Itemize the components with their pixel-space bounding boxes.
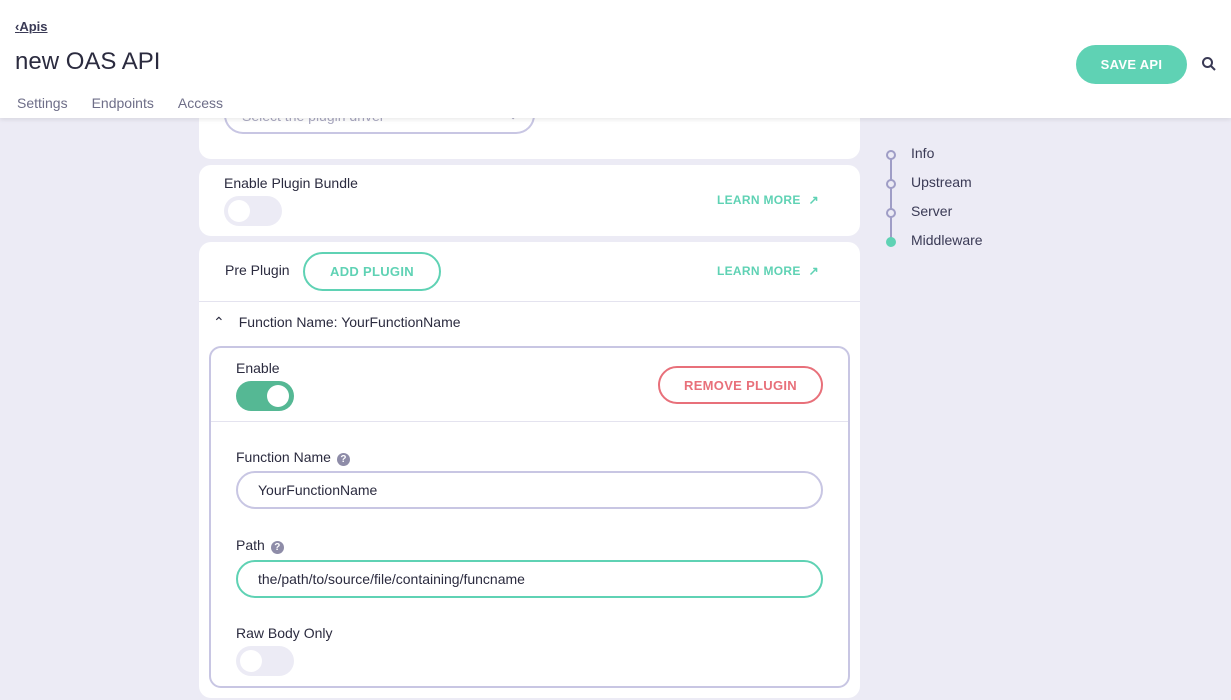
- nav-label: Info: [911, 145, 935, 161]
- path-label: Path?: [236, 537, 284, 554]
- pre-plugin-card: Pre Plugin ADD PLUGIN LEARN MORE ↗ ⌃ Funct…: [199, 242, 860, 698]
- chevron-up-icon: ⌃: [213, 314, 225, 330]
- nav-item-server[interactable]: Server: [885, 203, 983, 232]
- save-api-button[interactable]: SAVE API: [1076, 45, 1187, 84]
- tab-endpoints[interactable]: Endpoints: [91, 95, 154, 111]
- tabs: Settings Endpoints Access: [17, 95, 223, 111]
- learn-more-label: LEARN MORE: [717, 264, 801, 278]
- function-name-input[interactable]: YourFunctionName: [236, 471, 823, 509]
- raw-body-toggle[interactable]: [236, 646, 294, 676]
- remove-plugin-button[interactable]: REMOVE PLUGIN: [658, 366, 823, 404]
- side-nav: Info Upstream Server Middleware: [885, 145, 983, 261]
- step-dot-icon: [886, 179, 896, 189]
- path-label-text: Path: [236, 537, 265, 553]
- back-label: Apis: [19, 19, 48, 34]
- nav-label: Upstream: [911, 174, 972, 190]
- help-icon[interactable]: ?: [270, 541, 284, 554]
- bundle-toggle[interactable]: [224, 196, 282, 226]
- help-icon[interactable]: ?: [336, 453, 350, 466]
- plugin-bundle-card: Enable Plugin Bundle LEARN MORE ↗: [199, 165, 860, 236]
- nav-item-middleware[interactable]: Middleware: [885, 232, 983, 261]
- step-dot-icon: [886, 208, 896, 218]
- pre-plugin-label: Pre Plugin: [225, 262, 290, 278]
- divider: [199, 301, 860, 302]
- nav-line: [890, 155, 892, 243]
- raw-body-label: Raw Body Only: [236, 625, 333, 641]
- tab-settings[interactable]: Settings: [17, 95, 68, 111]
- function-accordion-header[interactable]: ⌃ Function Name: YourFunctionName: [213, 314, 461, 331]
- chevron-left-icon: ‹: [15, 19, 20, 34]
- step-dot-icon: [886, 150, 896, 160]
- enable-toggle[interactable]: [236, 381, 294, 411]
- tab-access[interactable]: Access: [177, 95, 223, 111]
- step-dot-active-icon: [886, 237, 896, 247]
- back-link[interactable]: ‹Apis: [15, 19, 48, 34]
- function-header-label: Function Name: YourFunctionName: [238, 314, 461, 330]
- nav-item-info[interactable]: Info: [885, 145, 983, 174]
- function-name-label-text: Function Name: [236, 449, 331, 465]
- nav-label: Middleware: [911, 232, 983, 248]
- add-plugin-button[interactable]: ADD PLUGIN: [303, 252, 441, 291]
- search-icon[interactable]: [1201, 56, 1217, 72]
- learn-more-label: LEARN MORE: [717, 193, 801, 207]
- header: ‹Apis new OAS API Settings Endpoints Acc…: [0, 0, 1231, 118]
- pre-plugin-learn-more-link[interactable]: LEARN MORE ↗: [717, 264, 819, 278]
- path-input[interactable]: the/path/to/source/file/containing/funcn…: [236, 560, 823, 598]
- divider: [211, 421, 848, 422]
- nav-item-upstream[interactable]: Upstream: [885, 174, 983, 203]
- plugin-panel: [209, 346, 850, 688]
- enable-label: Enable: [236, 360, 280, 376]
- page-title: new OAS API: [15, 48, 161, 75]
- external-link-icon: ↗: [808, 264, 820, 278]
- nav-label: Server: [911, 203, 953, 219]
- bundle-learn-more-link[interactable]: LEARN MORE ↗: [717, 193, 819, 207]
- function-name-label: Function Name?: [236, 449, 350, 466]
- bundle-label: Enable Plugin Bundle: [224, 175, 358, 191]
- external-link-icon: ↗: [808, 193, 820, 207]
